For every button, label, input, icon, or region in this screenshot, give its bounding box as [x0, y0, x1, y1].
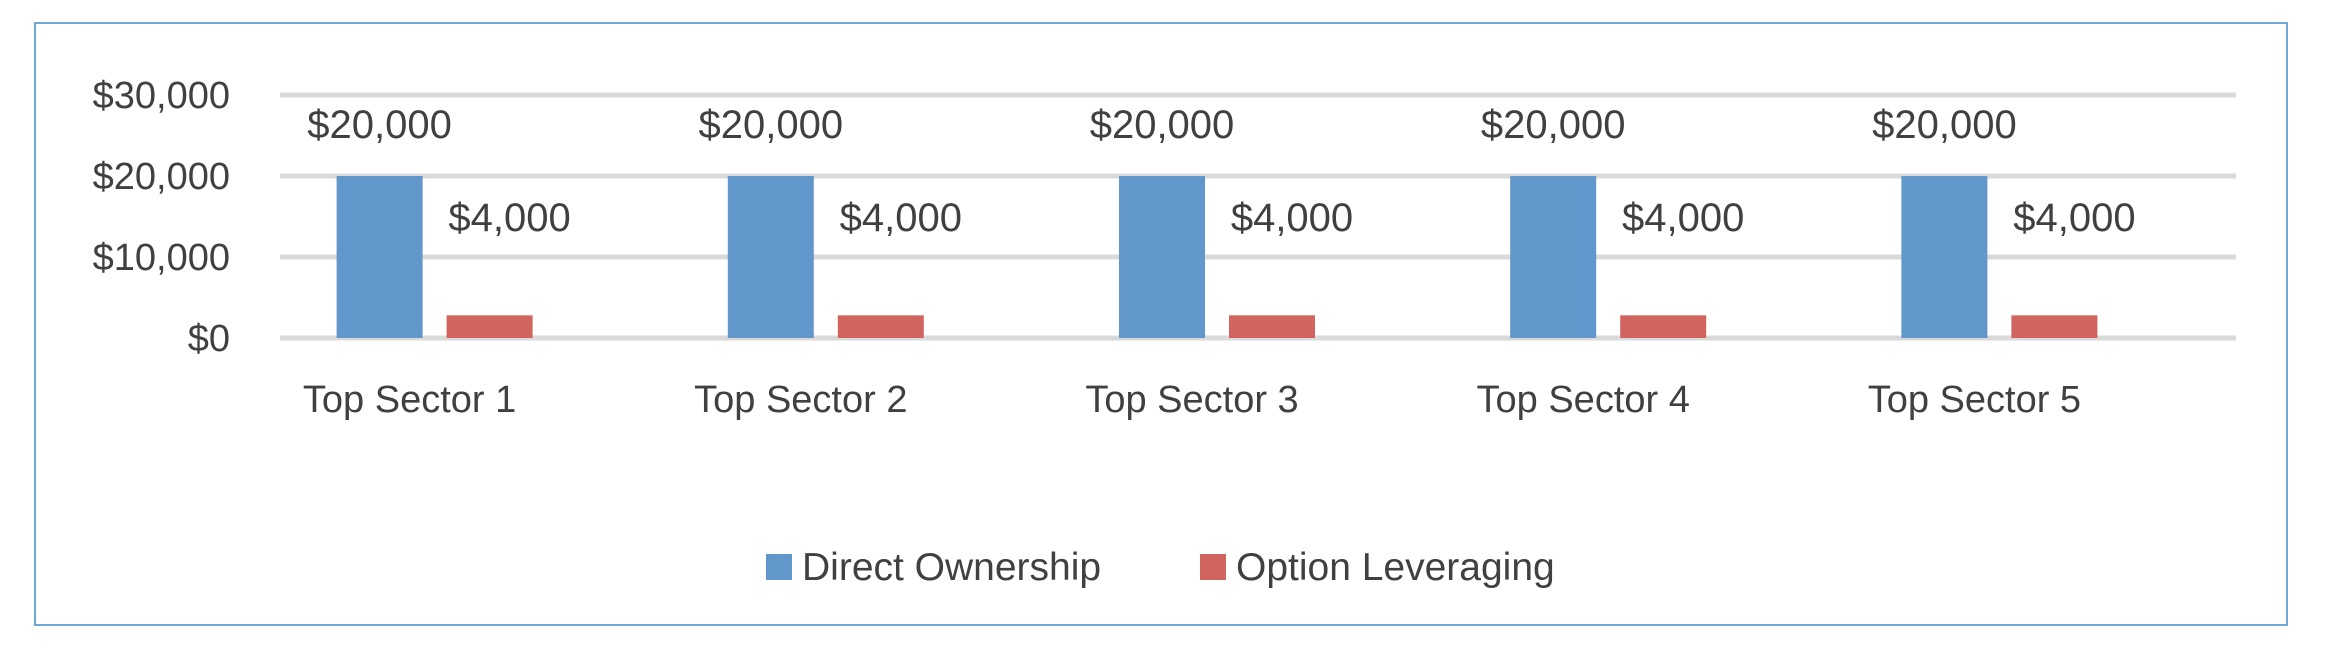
- legend-label: Option Leveraging: [1236, 546, 1555, 589]
- data-label: $20,000: [307, 103, 452, 147]
- data-label: $20,000: [1090, 103, 1235, 147]
- bar-option-leveraging: [446, 315, 533, 338]
- bar-option-leveraging: [837, 315, 924, 338]
- bar-option-leveraging: [2011, 315, 2098, 338]
- data-label: $4,000: [2013, 196, 2135, 240]
- y-tick-label: $30,000: [93, 75, 230, 117]
- bar-option-leveraging: [1229, 315, 1315, 338]
- data-label: $4,000: [1231, 196, 1353, 240]
- data-label: $20,000: [1872, 103, 2017, 147]
- category-label: Top Sector 2: [694, 379, 907, 421]
- category-label: Top Sector 1: [303, 379, 516, 421]
- bar-direct-ownership: [1119, 176, 1205, 338]
- legend-label: Direct Ownership: [802, 546, 1101, 589]
- category-label: Top Sector 5: [1868, 379, 2081, 421]
- bar-direct-ownership: [336, 176, 423, 338]
- legend: Direct Ownership Option Leveraging: [766, 546, 1555, 589]
- data-label: $20,000: [1481, 103, 1626, 147]
- bars: [336, 176, 2098, 338]
- y-tick-label: $10,000: [93, 237, 230, 279]
- y-tick-label: $0: [188, 318, 230, 360]
- data-labels: $20,000 $4,000 $20,000 $4,000 $20,000 $4,000 $…: [307, 103, 2135, 240]
- bar-direct-ownership: [1901, 176, 1988, 338]
- legend-swatch: [766, 554, 792, 580]
- category-label: Top Sector 4: [1477, 379, 1690, 421]
- y-tick-label: $20,000: [93, 156, 230, 198]
- bar-direct-ownership: [1510, 176, 1597, 338]
- category-labels: Top Sector 1 Top Sector 2 Top Sector 3 Top …: [303, 379, 2081, 421]
- bar-option-leveraging: [1620, 315, 1707, 338]
- data-label: $4,000: [448, 196, 570, 240]
- y-axis-ticks: $0 $10,000 $20,000 $30,000: [93, 75, 230, 360]
- data-label: $4,000: [840, 196, 962, 240]
- category-label: Top Sector 3: [1085, 379, 1298, 421]
- legend-swatch: [1200, 554, 1226, 580]
- data-label: $4,000: [1622, 196, 1744, 240]
- data-label: $20,000: [699, 103, 844, 147]
- bar-direct-ownership: [727, 176, 814, 338]
